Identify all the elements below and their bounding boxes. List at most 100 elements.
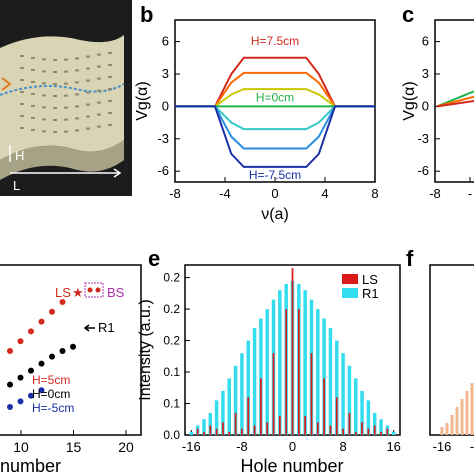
- length-label: L: [13, 178, 20, 193]
- bar-r1: [189, 431, 194, 435]
- scatter-point: [38, 387, 45, 394]
- hole: [75, 129, 79, 132]
- scatter-point: [17, 398, 24, 405]
- hole: [31, 104, 35, 107]
- y-tick-label: 6: [422, 34, 429, 49]
- slab-side: [0, 140, 124, 180]
- hole: [108, 51, 112, 54]
- star-icon: ★: [72, 285, 84, 300]
- bar: [455, 407, 459, 435]
- hole: [97, 113, 101, 116]
- hole: [53, 70, 57, 73]
- bar-ls: [209, 425, 212, 435]
- legend-swatch: [342, 274, 358, 284]
- legend-entry: H=5cm: [32, 373, 70, 387]
- bar-ls: [272, 353, 275, 435]
- x-tick-label: 10: [13, 439, 29, 455]
- y-tick-label: 0.2: [163, 334, 180, 348]
- bar-r1: [341, 353, 345, 435]
- bar-ls: [228, 431, 231, 435]
- annotation-label: BS: [107, 285, 125, 300]
- hole: [20, 79, 24, 81]
- hole: [31, 68, 35, 71]
- y-tick-label: 6: [162, 34, 169, 49]
- hole: [53, 94, 57, 97]
- bar-r1: [353, 378, 358, 435]
- bar-ls: [373, 425, 376, 435]
- hole: [20, 67, 24, 69]
- x-tick-label: -16: [433, 439, 452, 454]
- x-tick-label: 0: [271, 186, 278, 201]
- length-arrow-icon: [113, 168, 122, 178]
- hole: [53, 118, 57, 121]
- hole: [53, 58, 57, 61]
- hole: [20, 115, 24, 117]
- bar-ls: [380, 431, 382, 435]
- bar-r1: [328, 327, 333, 435]
- bar-ls: [260, 378, 262, 435]
- bar-r1: [265, 309, 269, 435]
- bar-r1: [240, 353, 244, 435]
- x-tick-label: -16: [182, 439, 201, 454]
- scatter-point: [7, 381, 13, 388]
- x-tick-label: -8: [429, 186, 441, 201]
- bar-r1: [233, 365, 238, 435]
- hole: [97, 53, 101, 56]
- hole: [20, 103, 24, 105]
- x-tick-label: -8: [169, 186, 181, 201]
- panel-e-xlabel: Hole number: [240, 456, 343, 474]
- hole: [42, 82, 46, 85]
- panel-d-frame: [0, 264, 142, 436]
- bar-ls: [367, 428, 370, 435]
- y-tick-label: 0.1: [163, 365, 180, 379]
- bar-r1: [202, 419, 206, 435]
- hole: [31, 116, 35, 119]
- bar-ls: [278, 416, 281, 435]
- y-tick-label: -6: [417, 163, 429, 178]
- hole: [20, 91, 24, 93]
- hole: [64, 82, 68, 85]
- scatter-point: [59, 348, 66, 354]
- panel-f-letter: f: [406, 246, 414, 271]
- bar-ls: [253, 425, 256, 435]
- bar-ls: [386, 428, 389, 435]
- bar-r1: [379, 419, 383, 435]
- bar-ls: [291, 268, 294, 435]
- y-tick-label: 0.1: [163, 397, 180, 411]
- scatter-point: [49, 308, 55, 315]
- bar-r1: [303, 290, 307, 435]
- hole: [64, 106, 68, 109]
- legend-entry: H=-5cm: [32, 401, 74, 415]
- x-tick-label: 16: [386, 439, 400, 454]
- y-tick-label: 0: [162, 98, 169, 113]
- annotation-label: R1: [98, 320, 115, 335]
- legend-swatch: [342, 288, 358, 298]
- hole: [108, 99, 112, 102]
- hole: [108, 75, 112, 78]
- bar-ls: [316, 422, 319, 435]
- x-tick-label: 0: [289, 439, 296, 454]
- hole: [64, 118, 68, 121]
- bar-r1: [360, 390, 364, 435]
- legend-entry: LS: [362, 272, 378, 287]
- annotation-label: H=-7.5cm: [249, 168, 301, 182]
- hole: [64, 94, 68, 97]
- series-line: [175, 71, 375, 108]
- hole: [31, 80, 35, 83]
- y-tick-label: 0.0: [163, 428, 180, 442]
- hole: [108, 111, 112, 114]
- bar-r1: [259, 318, 263, 435]
- panel-e-letter: e: [148, 246, 160, 271]
- bar-r1: [316, 309, 320, 435]
- bar-ls: [342, 428, 344, 435]
- hole: [20, 127, 24, 129]
- scatter-point: [17, 374, 24, 381]
- hole: [108, 123, 112, 126]
- bar-r1: [347, 365, 352, 435]
- hole: [64, 130, 68, 133]
- hole: [75, 117, 79, 120]
- bar: [440, 427, 444, 435]
- hole: [86, 115, 90, 118]
